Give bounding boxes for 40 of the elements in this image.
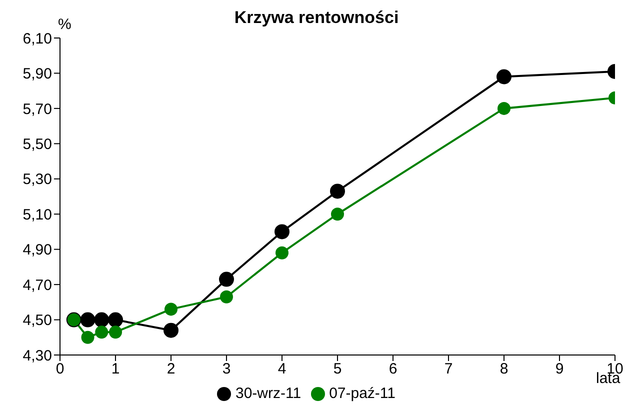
point — [80, 312, 96, 328]
legend-label: 07-paź-11 — [329, 385, 396, 402]
point — [109, 326, 122, 339]
point — [496, 69, 512, 84]
point — [164, 322, 178, 338]
y-tick-label: 4,70 — [22, 276, 52, 294]
point — [219, 272, 234, 287]
x-tick-label: 1 — [111, 360, 120, 378]
x-tick-label: 8 — [500, 360, 508, 378]
x-tick-label: 9 — [555, 360, 564, 378]
x-tick-label: 6 — [388, 360, 398, 378]
point — [81, 330, 94, 344]
point — [331, 208, 344, 221]
point — [108, 312, 123, 328]
point — [498, 102, 510, 115]
x-tick-label: 0 — [56, 360, 64, 378]
point — [276, 246, 288, 260]
y-tick-label: 5,10 — [22, 206, 52, 224]
y-tick-label: 5,70 — [22, 100, 52, 118]
point — [95, 326, 108, 339]
y-axis-title: % — [58, 16, 72, 33]
point — [330, 184, 345, 199]
y-tick-label: 4,90 — [22, 242, 52, 259]
x-tick-label: 3 — [222, 360, 231, 378]
y-tick-label: 4,50 — [22, 312, 52, 330]
point — [164, 302, 178, 316]
point — [274, 224, 290, 240]
point — [220, 290, 233, 304]
x-tick-label: 7 — [444, 360, 453, 378]
x-tick-label: 4 — [278, 360, 286, 378]
x-tick-label: 2 — [166, 360, 176, 378]
chart-title: Krzywa rentowności — [234, 8, 399, 27]
y-tick-label: 4,30 — [22, 347, 52, 364]
x-tick-label: 5 — [333, 360, 342, 378]
y-tick-label: 6,10 — [22, 30, 52, 48]
y-tick-label: 5,90 — [22, 66, 52, 83]
legend-label: 30-wrz-11 — [235, 385, 302, 402]
y-tick-label: 5,50 — [22, 136, 52, 153]
y-tick-label: 5,30 — [22, 171, 52, 188]
point — [94, 312, 110, 328]
